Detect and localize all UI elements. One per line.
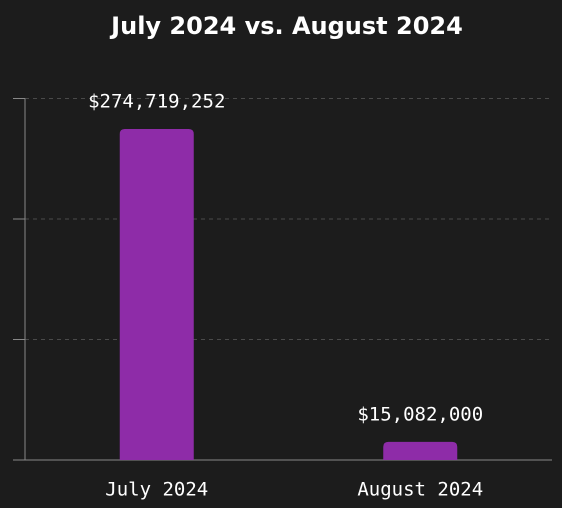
bar xyxy=(119,128,194,460)
x-tick-label: July 2024 xyxy=(105,479,208,501)
data-label: $15,082,000 xyxy=(357,403,483,425)
bar xyxy=(383,441,458,460)
x-tick-label: August 2024 xyxy=(357,479,483,501)
chart-title: July 2024 vs. August 2024 xyxy=(109,12,463,40)
data-label: $274,719,252 xyxy=(88,90,225,112)
